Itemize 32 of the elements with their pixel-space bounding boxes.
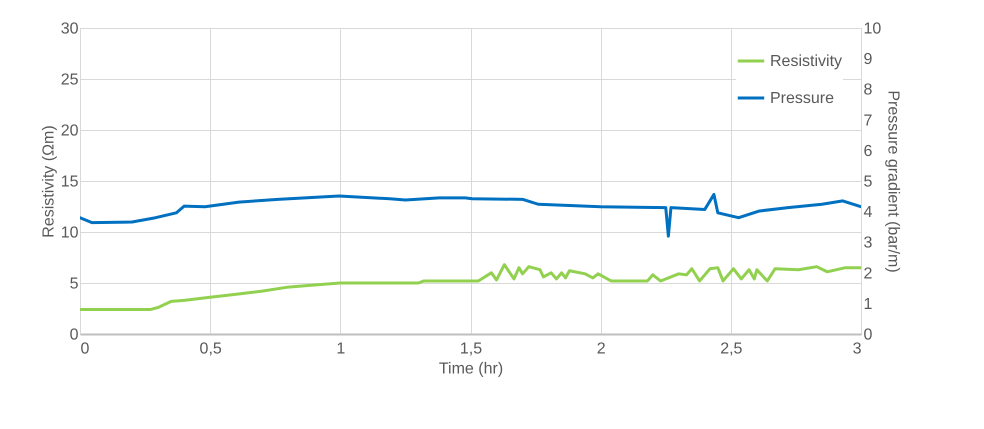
y2-tick-label: 2 (864, 265, 872, 282)
y2-tick-label: 6 (864, 142, 872, 160)
legend-label: Pressure (770, 90, 834, 107)
y2-tick-label: 7 (864, 112, 872, 130)
legend-label: Resistivity (770, 53, 842, 70)
x-tick-label: 0 (80, 340, 90, 358)
y2-tick-label: 3 (864, 234, 872, 252)
y-tick-label: 10 (60, 224, 79, 242)
y-tick-label: 15 (60, 174, 79, 190)
y-tick-label: 30 (60, 20, 79, 38)
y-axis-title: Resistivity (Ωm) (40, 125, 58, 238)
y-tick-label: 20 (60, 122, 79, 140)
x-axis-title: Time (hr) (438, 360, 504, 378)
y2-axis-title: Pressure gradient (bar/m) (884, 90, 902, 273)
y2-tick-label: 10 (864, 20, 882, 38)
x-tick-label: 3 (852, 340, 862, 358)
y2-tick-label: 9 (864, 51, 872, 68)
x-tick-label: 0,5 (200, 340, 222, 358)
y2-tick-label: 0 (864, 326, 872, 344)
x-tick-label: 2 (596, 340, 606, 358)
line-series (80, 192, 861, 238)
y-tick-label: 0 (70, 326, 79, 344)
y2-tick-label: 1 (864, 296, 872, 313)
x-tick-label: 1 (336, 340, 346, 358)
y2-tick-label: 4 (864, 204, 872, 222)
x-tick-label: 2,5 (720, 340, 743, 358)
y-tick-label: 5 (70, 276, 79, 292)
y2-tick-label: 8 (864, 82, 872, 99)
x-tick-label: 1,5 (460, 340, 482, 358)
line-series (80, 263, 861, 312)
y2-tick-label: 5 (864, 174, 872, 190)
y-tick-label: 25 (60, 72, 79, 88)
